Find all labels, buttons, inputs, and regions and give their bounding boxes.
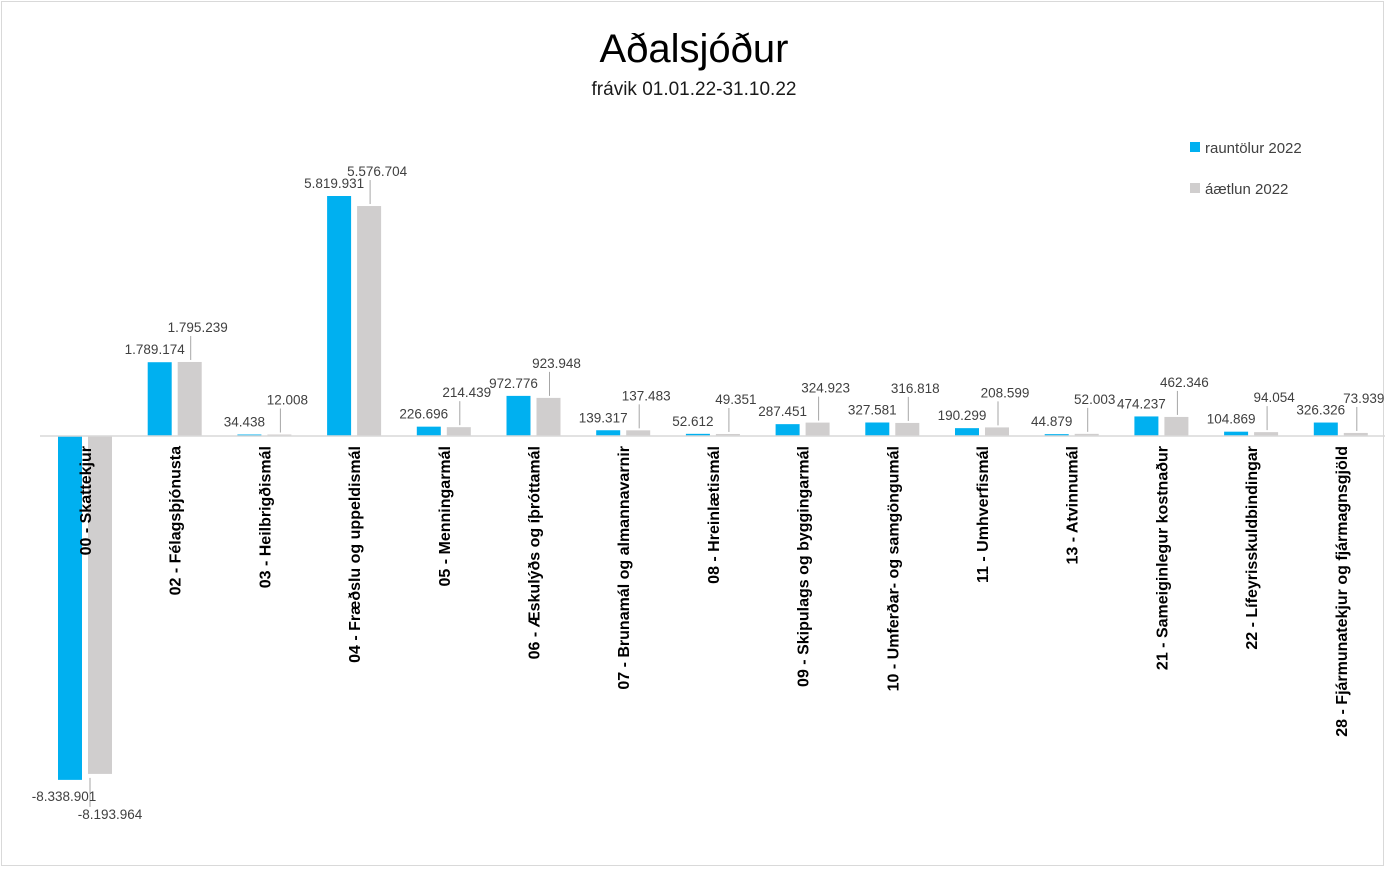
legend: rauntölur 2022 áætlun 2022 [1190, 140, 1302, 198]
bar-s0-7 [685, 433, 710, 436]
bar-s1-13 [1254, 432, 1279, 436]
data-label-s0-5: 972.776 [489, 376, 538, 391]
category-label-10: 11 - Umhverfismál [975, 446, 992, 583]
bar-s0-3 [327, 196, 352, 436]
category-label-1: 02 - Félagsþjónusta [168, 446, 185, 595]
data-label-s0-13: 104.869 [1207, 412, 1256, 427]
bar-s0-5 [506, 395, 531, 436]
category-label-0: 00 - Skattekjur [78, 446, 95, 555]
bar-s1-7 [715, 433, 740, 436]
data-label-s0-2: 34.438 [224, 415, 265, 430]
bar-s1-1 [177, 361, 202, 436]
data-label-s0-12: 474.237 [1117, 396, 1166, 411]
data-labels: -8.338.901 -8.193.964 1.789.174 1.795.239 34… [32, 164, 1385, 822]
data-label-s1-3: 5.576.704 [347, 164, 408, 179]
bar-s0-1 [147, 362, 172, 436]
bar-s0-11 [1044, 434, 1069, 436]
bar-s1-6 [626, 430, 651, 436]
bar-s1-9 [895, 422, 920, 436]
legend-swatch-aaetlun [1190, 183, 1200, 193]
category-label-14: 28 - Fjármunatekjur og fjármagnsgjöld [1334, 446, 1351, 737]
bars-group [58, 196, 1368, 780]
data-label-s1-0: -8.193.964 [78, 807, 143, 822]
data-label-s0-10: 190.299 [938, 408, 987, 423]
bar-s1-10 [985, 427, 1009, 436]
data-label-s0-8: 287.451 [758, 404, 807, 419]
data-label-s1-12: 462.346 [1160, 375, 1209, 390]
category-label-8: 09 - Skipulags og byggingarmál [796, 446, 813, 687]
chart-title: Aðalsjóður [599, 27, 788, 71]
bar-s1-12 [1164, 416, 1189, 436]
bar-s0-14 [1313, 422, 1338, 436]
data-label-s1-8: 324.923 [801, 381, 850, 396]
data-label-s1-1: 1.795.239 [168, 320, 228, 335]
data-label-s1-5: 923.948 [532, 356, 581, 371]
bar-s0-12 [1134, 416, 1159, 436]
category-label-9: 10 - Umferðar- og samgöngumál [885, 446, 902, 691]
bar-s0-4 [416, 426, 441, 436]
legend-label-aaetlun: áætlun 2022 [1205, 181, 1288, 198]
data-label-s0-4: 226.696 [399, 407, 448, 422]
data-label-s0-0: -8.338.901 [32, 789, 97, 804]
category-label-12: 21 - Sameiginlegur kostnaður [1154, 446, 1171, 670]
category-label-6: 07 - Brunamál og almannavarnir [616, 446, 633, 690]
category-label-5: 06 - Æskulýðs og íþróttamál [527, 446, 544, 659]
bar-s1-5 [536, 397, 561, 436]
category-label-4: 05 - Menningarmál [437, 446, 454, 586]
data-label-s1-10: 208.599 [981, 385, 1030, 400]
category-labels: 00 - Skattekjur 02 - Félagsþjónusta 03 - H… [78, 446, 1351, 737]
data-label-s0-9: 327.581 [848, 402, 897, 417]
data-label-s0-7: 52.612 [672, 414, 713, 429]
bar-s1-11 [1074, 433, 1099, 436]
data-label-s1-9: 316.818 [891, 381, 940, 396]
data-label-s1-2: 12.008 [267, 393, 308, 408]
category-label-3: 04 - Fræðslu og uppeldismál [347, 446, 364, 663]
data-label-s1-4: 214.439 [442, 385, 491, 400]
bar-s1-4 [446, 427, 471, 436]
bar-s1-3 [357, 206, 382, 436]
data-label-s1-14: 73.939 [1343, 391, 1384, 406]
category-label-13: 22 - Lífeyrisskuldbindingar [1244, 446, 1261, 650]
bar-s0-0 [58, 436, 82, 780]
category-label-7: 08 - Hreinlætismál [706, 446, 723, 584]
leader-lines [89, 180, 1358, 807]
bar-s1-14 [1343, 432, 1368, 436]
data-label-s0-3: 5.819.931 [304, 176, 364, 191]
bar-s0-8 [775, 424, 800, 436]
data-label-s1-13: 94.054 [1253, 390, 1295, 405]
legend-swatch-rauntolur [1190, 142, 1200, 152]
bar-s0-9 [865, 422, 890, 436]
data-label-s0-11: 44.879 [1031, 414, 1072, 429]
data-label-s0-14: 326.326 [1296, 403, 1345, 418]
data-label-s0-1: 1.789.174 [125, 342, 186, 357]
bar-s1-8 [805, 422, 830, 436]
bar-s0-6 [596, 430, 621, 436]
legend-label-rauntolur: rauntölur 2022 [1205, 140, 1302, 157]
bar-s0-13 [1224, 431, 1249, 436]
data-label-s1-7: 49.351 [715, 392, 756, 407]
data-label-s1-6: 137.483 [622, 388, 671, 403]
data-label-s0-6: 139.317 [579, 410, 628, 425]
chart-subtitle: frávik 01.01.22-31.10.22 [592, 79, 797, 100]
category-label-2: 03 - Heilbrigðismál [257, 446, 274, 588]
data-label-s1-11: 52.003 [1074, 392, 1115, 407]
bar-s0-10 [955, 428, 979, 436]
bar-s1-0 [88, 436, 112, 774]
category-label-11: 13 - Atvinnumál [1065, 446, 1082, 565]
